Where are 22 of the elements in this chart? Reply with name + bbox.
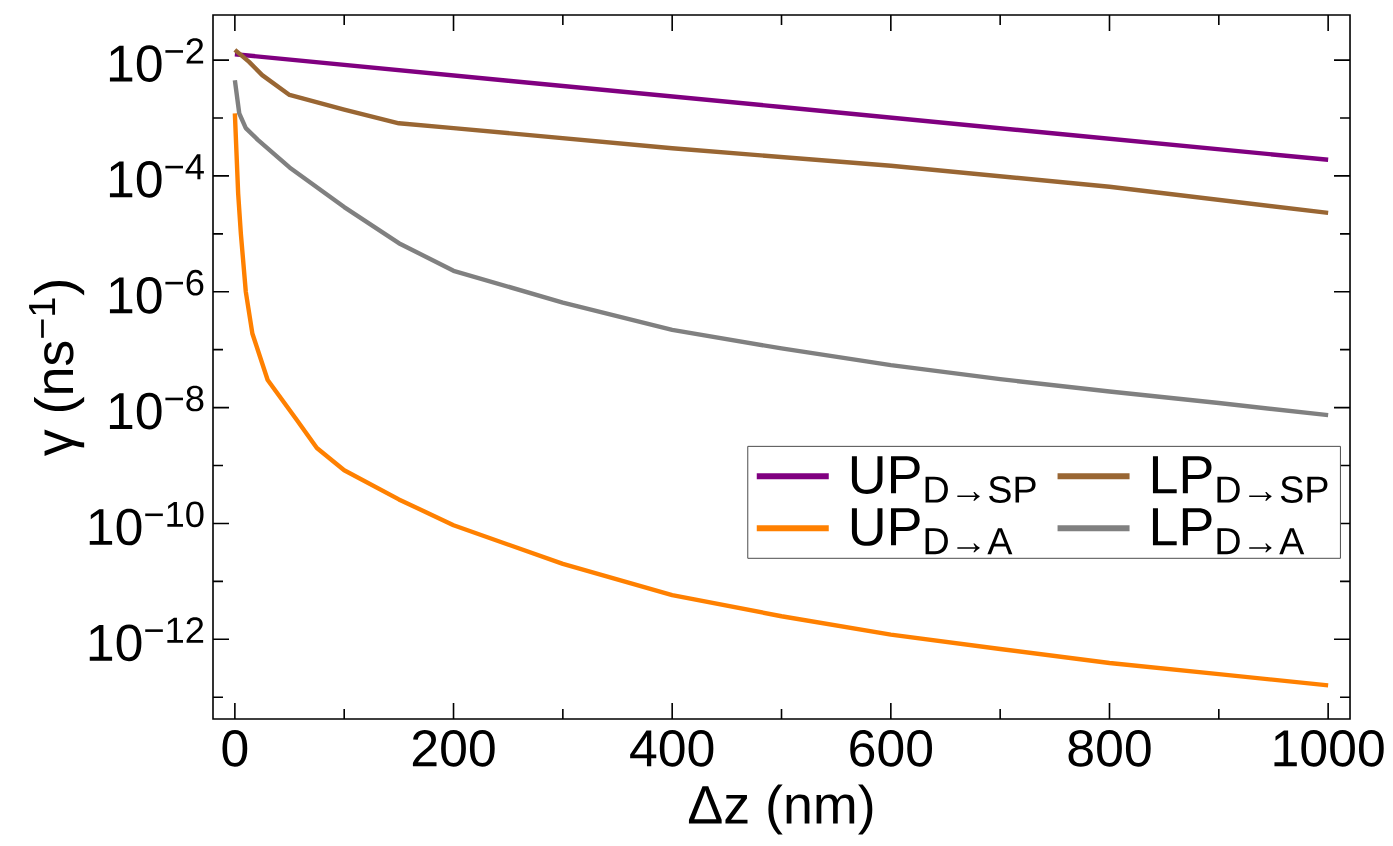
line-series <box>232 77 1331 418</box>
y-tick-label: 10$^{−12}$ <box>89 617 204 662</box>
x-tick-label: 800 <box>1068 730 1151 767</box>
y-tick-label: 10$^{−4}$ <box>109 154 204 198</box>
legend-label: LP$_{D→A}$ <box>1152 508 1305 555</box>
y-tick-label: 10$^{−6}$ <box>109 269 204 314</box>
x-tick-label: 200 <box>412 730 495 767</box>
line-series <box>232 47 1331 216</box>
x-tick-label: 1000 <box>1274 730 1384 767</box>
y-tick-label: 10$^{−10}$ <box>89 501 204 546</box>
legend-label: UP$_{D→SP}$ <box>851 456 1036 503</box>
y-axis-title: γ (ns$^{−1}$) <box>29 281 85 457</box>
y-tick-label: 10$^{−8}$ <box>109 385 204 430</box>
line-series <box>232 52 1331 162</box>
y-tick-label: 10$^{−2}$ <box>109 38 204 82</box>
x-axis-title: Δz (nm) <box>688 784 873 835</box>
x-tick-label: 600 <box>850 730 933 767</box>
line-series <box>232 111 1331 688</box>
x-tick-label: 400 <box>630 730 714 767</box>
legend-label: UP$_{D→A}$ <box>851 508 1013 555</box>
legend-label: LP$_{D→SP}$ <box>1152 456 1328 503</box>
x-tick-label: 0 <box>222 730 248 767</box>
